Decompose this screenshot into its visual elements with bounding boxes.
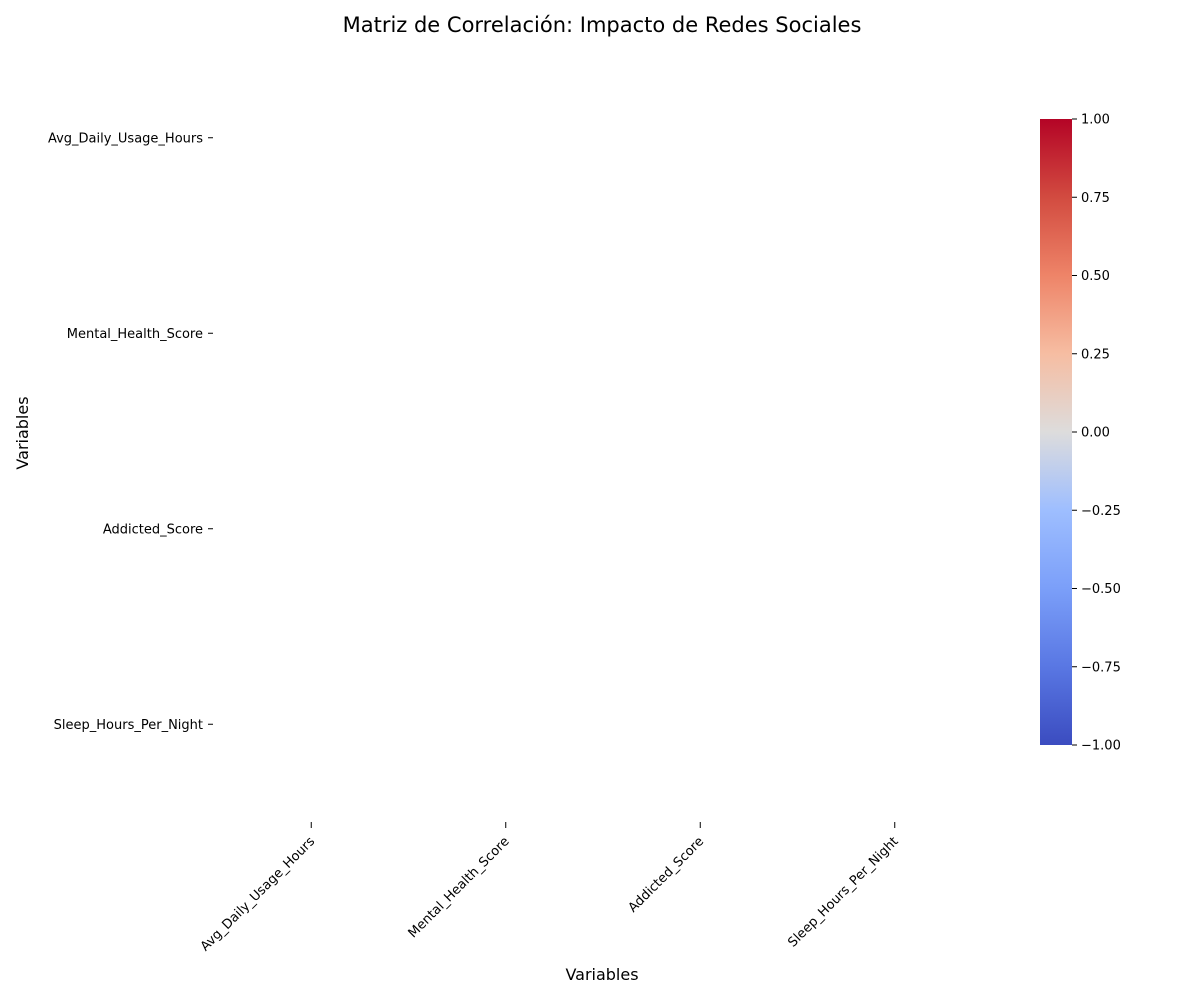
y-axis-ticks: Avg_Daily_Usage_Hours Mental_Health_Score…: [48, 131, 213, 733]
x-axis-ticks: Avg_Daily_Usage_Hours Mental_Health_Score…: [198, 822, 902, 954]
y-tick-label: Avg_Daily_Usage_Hours: [48, 131, 203, 146]
y-tick-label: Mental_Health_Score: [67, 327, 203, 342]
y-axis-label: Variables: [13, 396, 32, 469]
colorbar-tick-label: −0.25: [1081, 504, 1121, 519]
colorbar-tick-label: 0.50: [1081, 269, 1110, 284]
chart-title: Matriz de Correlación: Impacto de Redes …: [343, 13, 862, 37]
colorbar-tick-label: 0.75: [1081, 191, 1110, 206]
x-tick-label: Mental_Health_Score: [406, 834, 513, 941]
colorbar-tick-label: −0.75: [1081, 660, 1121, 675]
colorbar-tick-label: −1.00: [1081, 739, 1121, 754]
colorbar-tick-label: 1.00: [1081, 113, 1110, 128]
y-tick-label: Addicted_Score: [103, 522, 203, 537]
x-tick-label: Sleep_Hours_Per_Night: [785, 834, 901, 950]
x-tick-label: Addicted_Score: [626, 834, 707, 915]
colorbar-tick-label: 0.25: [1081, 347, 1110, 362]
y-tick-label: Sleep_Hours_Per_Night: [54, 718, 203, 733]
colorbar-tick-label: 0.00: [1081, 426, 1110, 441]
x-tick-label: Avg_Daily_Usage_Hours: [198, 834, 318, 954]
colorbar-tick-label: −0.50: [1081, 582, 1121, 597]
colorbar: [1040, 119, 1072, 745]
x-axis-label: Variables: [565, 965, 638, 984]
colorbar-ticks: 1.00 0.75 0.50 0.25 0.00 −0.25 −0.50 −0.75 −1.00: [1072, 113, 1121, 754]
